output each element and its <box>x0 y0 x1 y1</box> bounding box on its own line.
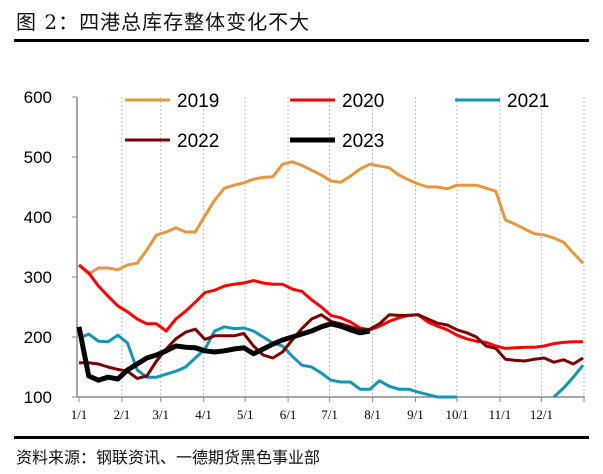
x-tick-label: 4/1 <box>195 407 212 422</box>
legend-label-2022: 2022 <box>177 131 219 152</box>
y-tick-label: 500 <box>24 148 52 167</box>
series-line-2023 <box>76 321 371 383</box>
x-tick-label: 7/1 <box>321 407 338 422</box>
y-tick-label: 200 <box>24 328 52 347</box>
x-tick-label: 11/1 <box>489 407 512 422</box>
x-tick-label: 9/1 <box>407 407 424 422</box>
title-rule <box>14 39 589 42</box>
x-tick-label: 12/1 <box>530 407 553 422</box>
figure-title: 图 2：四港总库存整体变化不大 <box>16 10 311 34</box>
y-tick-label: 400 <box>24 208 52 227</box>
series-line-2021 <box>78 325 585 399</box>
x-tick-label: 5/1 <box>237 407 254 422</box>
source-note: 资料来源：钢联资讯、一德期货黑色事业部 <box>16 448 321 467</box>
legend-label-2023: 2023 <box>342 131 384 152</box>
series-lines <box>76 160 585 399</box>
legend-label-2021: 2021 <box>507 91 549 112</box>
series-line-2020 <box>78 263 583 350</box>
x-tick-label: 8/1 <box>364 407 381 422</box>
y-tick-label: 300 <box>24 268 52 287</box>
legend-label-2019: 2019 <box>177 91 219 112</box>
x-tick-label: 1/1 <box>71 407 88 422</box>
source-rule <box>14 436 589 439</box>
y-tick-label: 100 <box>24 388 52 407</box>
x-tick-label: 2/1 <box>114 407 131 422</box>
series-line-2019 <box>77 160 585 276</box>
x-tick-label: 3/1 <box>152 407 169 422</box>
gridlines <box>121 97 585 397</box>
axes: 1/1 2/1 3/1 4/1 5/1 6/1 7/1 8/1 9/1 10/1 11/1 12/1 1… <box>24 88 585 422</box>
legend-label-2020: 2020 <box>342 91 384 112</box>
y-tick-label: 600 <box>24 88 52 107</box>
x-tick-label: 10/1 <box>445 407 468 422</box>
x-tick-label: 6/1 <box>280 407 297 422</box>
legend: 2019 2020 2021 2022 2023 <box>125 91 549 152</box>
